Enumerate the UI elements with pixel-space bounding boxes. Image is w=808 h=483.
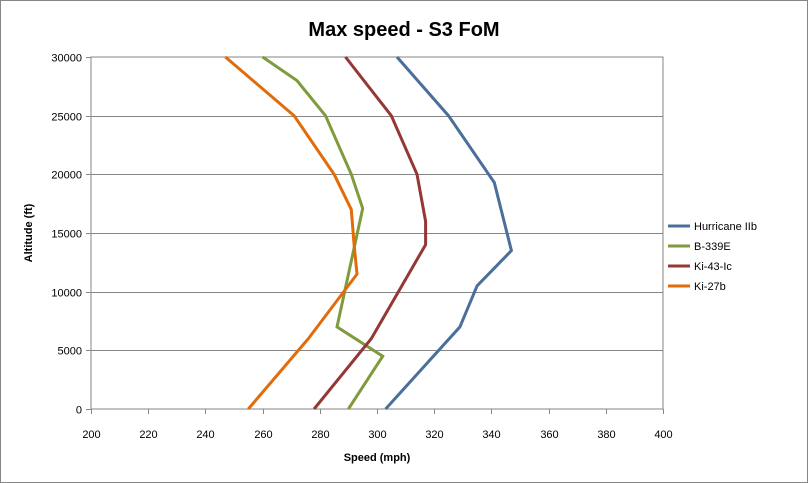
y-tick-label-1: 5000: [58, 346, 82, 358]
y-tick-label-3: 15000: [51, 229, 82, 241]
x-tick-label-9: 380: [597, 429, 615, 441]
x-tick-label-0: 200: [82, 429, 100, 441]
series-line-3: [224, 55, 359, 410]
series-line-0: [384, 56, 514, 411]
x-tick-label-1: 220: [139, 429, 157, 441]
x-tick-label-3: 260: [254, 429, 272, 441]
y-tick-label-4: 20000: [51, 170, 82, 182]
series-lines: [224, 55, 514, 411]
x-tick-label-4: 280: [311, 429, 329, 441]
chart-title: Max speed - S3 FoM: [308, 19, 499, 41]
legend-label-2: Ki-43-Ic: [694, 261, 732, 273]
y-tick-label-2: 10000: [51, 288, 82, 300]
legend-label-1: B-339E: [694, 241, 731, 253]
x-axis-label: Speed (mph): [344, 452, 411, 464]
series-line-2: [312, 56, 428, 410]
y-tick-label-5: 25000: [51, 112, 82, 124]
series-line-1: [261, 55, 385, 410]
x-tick-label-5: 300: [368, 429, 386, 441]
y-tick-label-6: 30000: [51, 53, 82, 65]
y-axis-label: Altitude (ft): [23, 203, 35, 262]
x-tick-label-7: 340: [482, 429, 500, 441]
x-tick-label-10: 400: [654, 429, 672, 441]
x-tick-label-8: 360: [540, 429, 558, 441]
x-tick-label-6: 320: [425, 429, 443, 441]
x-tick-label-2: 240: [196, 429, 214, 441]
y-axis-ticks: 0 5000 10000 15000 20000 25000 30000: [51, 53, 91, 417]
x-axis-ticks: 200 220 240 260 280 300 320 340 360 380 400: [82, 409, 673, 441]
legend-label-0: Hurricane IIb: [694, 221, 757, 233]
gridlines: [91, 116, 663, 351]
legend: Hurricane IIb B-339E Ki-43-Ic Ki-27b: [668, 221, 757, 293]
legend-label-3: Ki-27b: [694, 281, 726, 293]
y-tick-label-0: 0: [76, 405, 82, 417]
